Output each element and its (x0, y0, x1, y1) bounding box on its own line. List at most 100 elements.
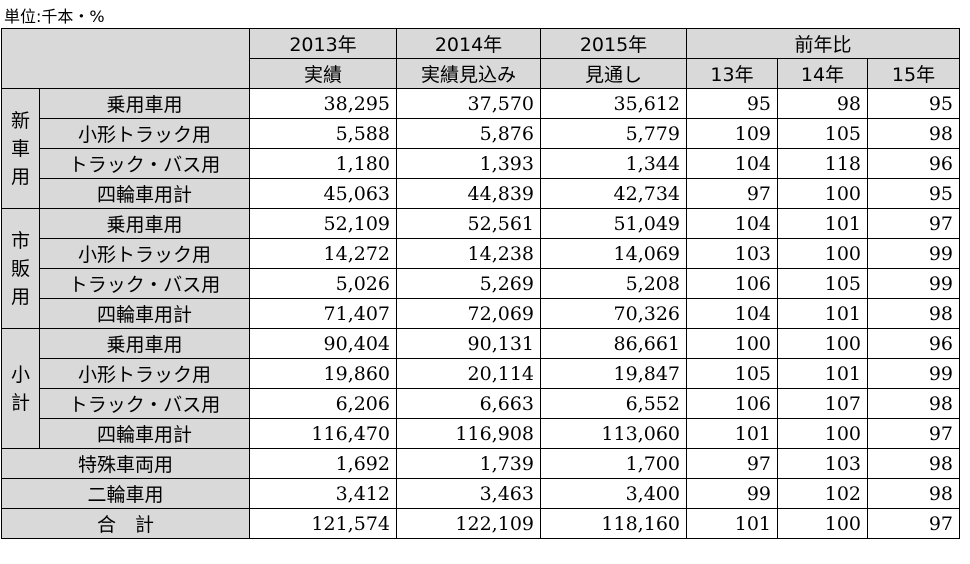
tire-statistics-table: 2013年 2014年 2015年 前年比 実績 実績見込み 見通し 13年 1… (1, 28, 961, 539)
cell-r13: 100 (686, 328, 778, 359)
unit-label: 単位:千本・% (4, 7, 105, 26)
cell-r13: 105 (686, 358, 778, 389)
cell-v2013: 1,180 (249, 148, 397, 179)
cell-r13: 106 (686, 388, 778, 419)
cell-v2014: 20,114 (396, 358, 541, 389)
table-row: 小計 乗用車用 90,404 90,131 86,661 100 100 96 (1, 328, 961, 449)
cell-v2013: 5,588 (249, 118, 397, 149)
cell-r15: 98 (866, 118, 961, 149)
row-label: 二輪車用 (1, 478, 250, 509)
table-row: 市販用 乗用車用 52,109 52,561 51,049 104 101 97 (1, 208, 961, 329)
row-label: 四輪車用計 (39, 418, 250, 449)
row-label: トラック・バス用 (39, 148, 250, 179)
cell-v2014: 90,131 (396, 328, 541, 359)
cell-v2013: 121,574 (249, 508, 397, 539)
table-row: 新車用 乗用車用 38,295 37,570 35,612 95 98 95 (1, 88, 961, 209)
cell-v2015: 86,661 (540, 328, 687, 359)
cell-v2014: 37,570 (396, 88, 541, 119)
header-ratio-14: 14年 (777, 58, 868, 89)
row-label: 特殊車両用 (1, 448, 250, 479)
cell-r13: 109 (686, 118, 778, 149)
cell-r15: 99 (866, 358, 961, 389)
cell-v2013: 52,109 (249, 208, 397, 239)
cell-v2014: 116,908 (396, 418, 541, 449)
cell-v2015: 3,400 (540, 478, 687, 509)
cell-v2013: 3,412 (249, 478, 397, 509)
cell-v2015: 1,344 (540, 148, 687, 179)
table-row: トラック・バス用 5,026 5,269 5,208 106 105 99 (2, 268, 961, 299)
cell-v2015: 42,734 (540, 178, 687, 209)
cell-r15: 98 (866, 478, 961, 509)
row-label: 四輪車用計 (39, 298, 250, 329)
table-row: 四輪車用計 45,063 44,839 42,734 97 100 95 (2, 178, 961, 209)
header-row-years: 2013年 2014年 2015年 前年比 (1, 28, 961, 89)
cell-r15: 98 (866, 448, 961, 479)
table-row: 小形トラック用 5,588 5,876 5,779 109 105 98 (2, 118, 961, 149)
row-label: トラック・バス用 (39, 268, 250, 299)
cell-v2013: 90,404 (249, 328, 397, 359)
cell-r14: 101 (777, 358, 868, 389)
cell-r15: 99 (866, 268, 961, 299)
cell-r14: 100 (777, 238, 868, 269)
cell-r15: 97 (866, 208, 961, 239)
cell-r14: 100 (777, 508, 868, 539)
cell-v2013: 45,063 (249, 178, 397, 209)
cell-v2015: 14,069 (540, 238, 687, 269)
cell-v2013: 5,026 (249, 268, 397, 299)
header-2014: 2014年 (396, 28, 541, 59)
cell-v2013: 38,295 (249, 88, 397, 119)
row-label: トラック・バス用 (39, 388, 250, 419)
cell-v2015: 113,060 (540, 418, 687, 449)
header-estimate: 実績見込み (396, 58, 541, 89)
cell-v2015: 6,552 (540, 388, 687, 419)
cell-v2013: 1,692 (249, 448, 397, 479)
cell-v2014: 6,663 (396, 388, 541, 419)
row-label: 乗用車用 (39, 208, 250, 239)
cell-r14: 103 (777, 448, 868, 479)
cell-v2014: 1,393 (396, 148, 541, 179)
cell-v2014: 3,463 (396, 478, 541, 509)
cell-r13: 104 (686, 208, 778, 239)
cell-r15: 97 (866, 508, 961, 539)
cell-r15: 96 (866, 328, 961, 359)
row-label: 乗用車用 (39, 88, 250, 119)
row-label: 乗用車用 (39, 328, 250, 359)
row-label: 四輪車用計 (39, 178, 250, 209)
cell-r13: 101 (686, 418, 778, 449)
cell-v2015: 5,779 (540, 118, 687, 149)
cell-v2015: 70,326 (540, 298, 687, 329)
cell-r13: 101 (686, 508, 778, 539)
cell-v2013: 116,470 (249, 418, 397, 449)
cell-r13: 99 (686, 478, 778, 509)
cell-r14: 100 (777, 328, 868, 359)
cell-r14: 118 (777, 148, 868, 179)
cell-r14: 101 (777, 298, 868, 329)
group-label: 市販用 (1, 208, 40, 329)
header-2013: 2013年 (249, 28, 397, 59)
row-label: 合 計 (1, 508, 250, 539)
cell-r15: 99 (866, 238, 961, 269)
table-row: 四輪車用計 116,470 116,908 113,060 101 100 97 (2, 418, 961, 449)
header-ratio-15: 15年 (866, 58, 961, 89)
cell-v2015: 5,208 (540, 268, 687, 299)
header-corner (1, 28, 250, 89)
group-label: 新車用 (1, 88, 40, 209)
cell-v2014: 44,839 (396, 178, 541, 209)
cell-r14: 105 (777, 118, 868, 149)
table-row: 四輪車用計 71,407 72,069 70,326 104 101 98 (2, 298, 961, 329)
header-row-types: 実績 実績見込み 見通し 13年 14年 15年 (2, 58, 961, 89)
header-actual: 実績 (249, 58, 397, 89)
table-row: 二輪車用 3,412 3,463 3,400 99 102 98 (1, 478, 961, 509)
cell-r13: 97 (686, 448, 778, 479)
cell-v2015: 51,049 (540, 208, 687, 239)
cell-r13: 103 (686, 238, 778, 269)
cell-v2014: 72,069 (396, 298, 541, 329)
cell-r13: 104 (686, 298, 778, 329)
row-label: 小形トラック用 (39, 238, 250, 269)
table-row: トラック・バス用 6,206 6,663 6,552 106 107 98 (2, 388, 961, 419)
cell-r14: 102 (777, 478, 868, 509)
row-label: 小形トラック用 (39, 118, 250, 149)
cell-v2015: 118,160 (540, 508, 687, 539)
cell-r15: 96 (866, 148, 961, 179)
cell-r15: 95 (866, 88, 961, 119)
